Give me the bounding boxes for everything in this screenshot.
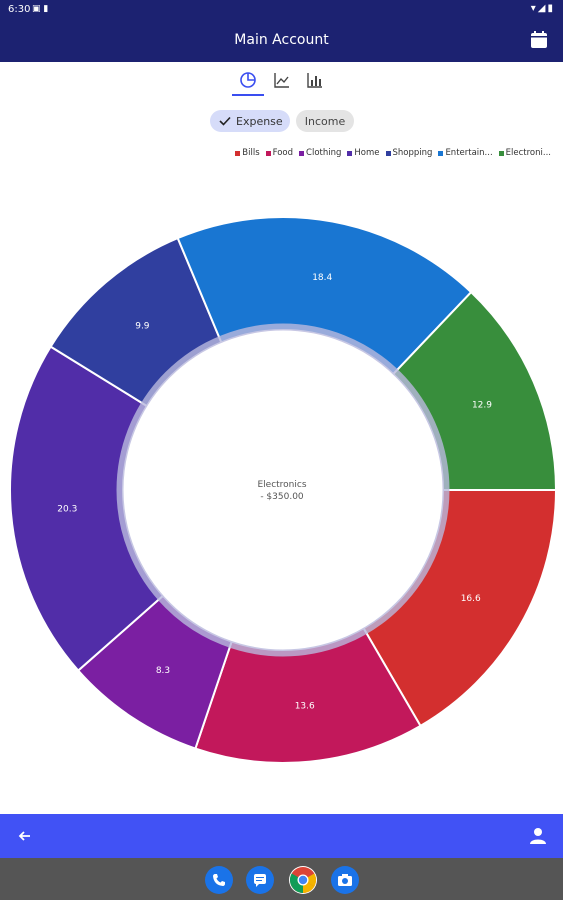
legend-item: Home <box>347 146 380 160</box>
legend-label: Bills <box>242 148 260 158</box>
phone-app-button[interactable] <box>205 866 233 894</box>
legend-label: Entertain... <box>445 148 493 158</box>
tab-line-chart[interactable] <box>265 68 299 92</box>
system-dock <box>0 858 563 900</box>
legend-swatch <box>438 150 444 156</box>
legend-label: Shopping <box>392 148 433 158</box>
chrome-icon <box>289 867 317 894</box>
tab-pie-chart[interactable] <box>231 68 265 92</box>
legend-swatch <box>265 150 271 156</box>
slice-value-label: 9.9 <box>135 321 150 331</box>
bar-chart-icon <box>307 73 322 88</box>
legend-label: Home <box>354 148 380 158</box>
slice-value-label: 12.9 <box>472 401 492 411</box>
legend-swatch <box>347 150 353 156</box>
center-category: Electronics <box>257 480 306 490</box>
donut-chart-svg: 16.6 13.6 8.3 20.3 9.9 18.4 12.9 Electronics -… <box>9 216 558 764</box>
legend-swatch <box>385 150 391 156</box>
check-icon <box>218 114 232 128</box>
legend-label: Food <box>272 148 294 158</box>
bottom-app-bar <box>0 814 563 858</box>
tab-bar-chart[interactable] <box>298 68 332 92</box>
income-label: Income <box>304 114 346 128</box>
back-button[interactable] <box>14 825 36 847</box>
pie-chart-icon <box>240 72 256 88</box>
legend-item: Clothing <box>299 146 341 160</box>
person-icon <box>530 828 546 844</box>
slice-value-label: 20.3 <box>57 504 77 514</box>
legend-item: Bills <box>235 146 260 160</box>
legend-label: Electroni... <box>505 148 551 158</box>
expense-donut-chart: 16.6 13.6 8.3 20.3 9.9 18.4 12.9 Electronics -… <box>0 170 563 810</box>
system-status-icons: ▾◢▮ <box>530 3 555 14</box>
status-bar: 6:30 ▣ ▮ ▾◢▮ <box>0 0 563 20</box>
calendar-icon <box>531 31 547 48</box>
legend-item: Shopping <box>385 146 433 160</box>
line-chart-icon <box>274 73 289 88</box>
chart-type-tabs <box>0 62 563 98</box>
chrome-app-button[interactable] <box>289 866 317 894</box>
donut-inner-ring <box>116 323 450 657</box>
app-bar: Main Account <box>0 20 563 62</box>
camera-icon <box>338 874 352 886</box>
legend-swatch <box>235 150 241 156</box>
income-filter-chip[interactable]: Income <box>296 110 354 132</box>
selected-tab-indicator <box>232 94 264 96</box>
slice-value-label: 8.3 <box>156 666 170 676</box>
legend-item: Food <box>265 146 294 160</box>
chart-legend: Bills Food Clothing Home Shopping Entertain..… <box>235 146 551 160</box>
legend-label: Clothing <box>306 148 342 158</box>
donut-hole <box>124 331 442 649</box>
legend-swatch <box>498 150 504 156</box>
page-title: Main Account <box>234 32 329 48</box>
slice-value-label: 16.6 <box>461 594 481 604</box>
camera-app-button[interactable] <box>331 866 359 894</box>
calendar-button[interactable] <box>529 30 549 50</box>
back-arrow-icon <box>18 831 30 841</box>
slice-value-label: 18.4 <box>312 273 332 283</box>
center-amount: - $350.00 <box>260 492 304 502</box>
legend-swatch <box>299 150 305 156</box>
status-time: 6:30 <box>8 4 31 15</box>
legend-item: Entertain... <box>438 146 493 160</box>
phone-icon <box>213 874 225 886</box>
expense-filter-chip[interactable]: Expense <box>210 110 290 132</box>
legend-item: Electroni... <box>498 146 551 160</box>
expense-label: Expense <box>236 114 283 128</box>
slice-value-label: 13.6 <box>295 701 315 711</box>
messages-icon <box>254 874 266 887</box>
messages-app-button[interactable] <box>246 866 274 894</box>
notification-icons: ▣ ▮ <box>32 4 49 14</box>
profile-button[interactable] <box>527 825 549 847</box>
